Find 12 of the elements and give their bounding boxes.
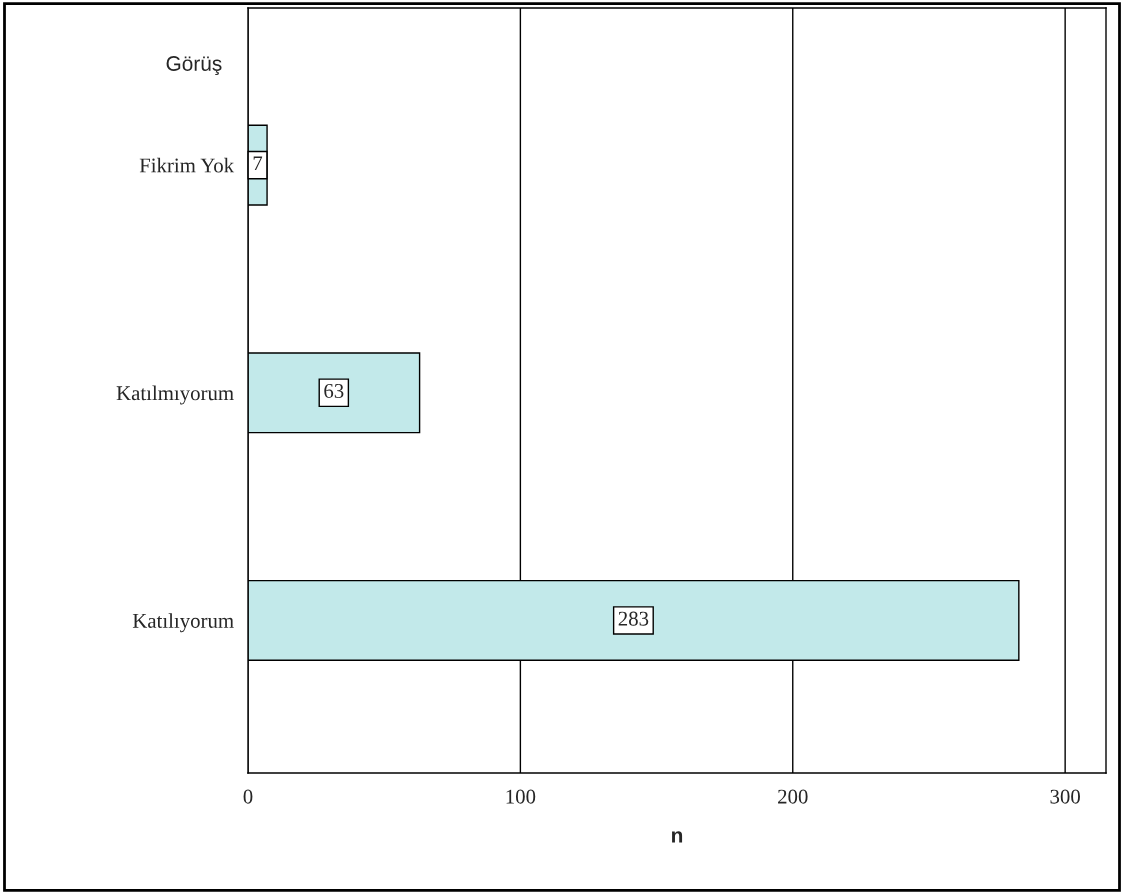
x-tick-label: 100 — [506, 789, 536, 804]
y-axis-title: Görüş — [166, 56, 222, 76]
x-tick-label: 200 — [778, 789, 808, 804]
y-tick-label: Fikrim Yok — [139, 157, 235, 173]
data-label: 63 — [324, 383, 344, 398]
y-tick-label: Katılmıyorum — [116, 385, 234, 405]
x-tick-label: 0 — [243, 789, 253, 804]
data-label: 283 — [618, 611, 649, 626]
x-axis-title: n — [672, 831, 683, 843]
y-tick-label: Katılıyorum — [132, 613, 234, 633]
data-label: 7 — [253, 156, 263, 171]
x-tick-label: 300 — [1050, 789, 1080, 804]
